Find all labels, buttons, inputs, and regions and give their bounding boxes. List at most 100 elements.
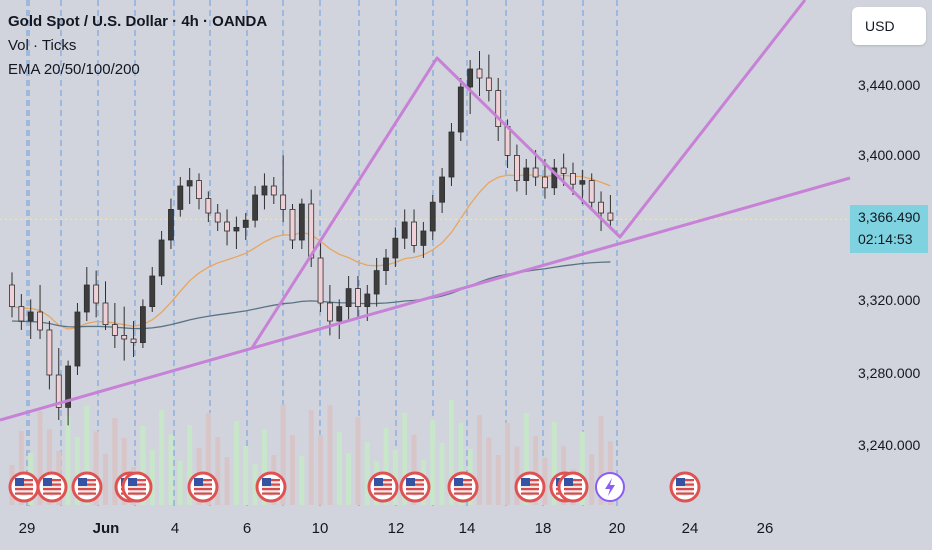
volume-bar <box>458 423 464 505</box>
candle-down <box>598 201 604 214</box>
flag-stripe <box>78 492 96 495</box>
flag-stripe <box>374 488 392 491</box>
us-flag-event-icon <box>447 471 479 503</box>
volume-bar <box>486 437 492 505</box>
candle-up <box>345 288 352 308</box>
candle-up <box>261 185 268 196</box>
support-trendline <box>0 176 851 422</box>
time-label: 29 <box>18 520 36 537</box>
candle-down <box>111 324 118 336</box>
us-flag-event-icon <box>255 471 287 503</box>
candle-up <box>336 306 343 322</box>
flag-stripe <box>43 488 61 491</box>
volume-bar <box>46 429 52 505</box>
time-label: 6 <box>242 520 252 537</box>
candle-down <box>411 221 417 246</box>
time-label: 4 <box>170 520 180 537</box>
price-label: 3,320.000 <box>858 292 921 308</box>
candle-up <box>233 226 240 232</box>
volume-bar <box>495 455 501 505</box>
flag-stripe <box>406 492 424 495</box>
drawn-pattern-line <box>250 0 807 349</box>
time-label: 20 <box>608 520 626 537</box>
candle-up <box>457 86 464 133</box>
volume-indicator-label[interactable]: Vol · Ticks <box>8 37 77 54</box>
candle-up <box>364 293 371 308</box>
chart-legend: Gold Spot / U.S. Dollar · 4h · OANDA Vol… <box>8 10 267 82</box>
candle-down <box>37 311 43 331</box>
flag-canton <box>43 478 52 486</box>
candle-down <box>224 221 230 232</box>
volume-bar <box>392 449 398 505</box>
candle-down <box>46 329 53 376</box>
candle-down <box>9 284 15 308</box>
candle-up <box>242 219 249 228</box>
volume-bar <box>336 431 342 505</box>
flag-stripe <box>194 488 212 491</box>
price-label: 3,240.000 <box>858 437 921 453</box>
us-flag-event-icon <box>399 471 431 503</box>
volume-bar <box>299 456 305 505</box>
candle-down <box>289 208 296 241</box>
flag-stripe <box>194 492 212 495</box>
volume-bar <box>18 431 24 505</box>
flag-stripe <box>43 492 61 495</box>
flag-stripe <box>564 488 582 491</box>
flag-canton <box>15 478 24 486</box>
volume-bar <box>542 457 548 505</box>
candle-up <box>392 237 399 259</box>
volume-bar <box>579 431 585 505</box>
flag-stripe <box>15 488 33 491</box>
candle-up <box>186 180 193 187</box>
symbol-title[interactable]: Gold Spot / U.S. Dollar · 4h · OANDA <box>8 13 268 30</box>
volume-bar <box>140 425 146 505</box>
current-price-value: 3,366.490 <box>858 209 921 225</box>
volume-bar <box>411 434 417 505</box>
candle-down <box>214 212 221 223</box>
candle-down <box>495 90 502 127</box>
flag-canton <box>521 478 530 486</box>
volume-bar <box>533 436 539 505</box>
candle-up <box>383 257 389 272</box>
candle-up <box>149 275 156 308</box>
candle-down <box>18 306 25 322</box>
time-label: 24 <box>681 520 699 537</box>
candle-up <box>523 167 530 182</box>
candle-down <box>485 77 492 91</box>
volume-bar <box>589 454 595 505</box>
candle-down <box>317 257 324 304</box>
time-label: 26 <box>756 520 774 537</box>
currency-button[interactable]: USD <box>852 7 926 45</box>
ema-indicator-label[interactable]: EMA 20/50/100/200 <box>8 61 140 78</box>
us-flag-event-icon <box>514 471 546 503</box>
price-label: 3,400.000 <box>858 147 921 163</box>
candle-down <box>355 288 361 308</box>
candle-down <box>196 180 202 200</box>
candle-down <box>93 284 100 304</box>
price-label: 3,280.000 <box>858 365 921 381</box>
volume-bar <box>523 413 529 505</box>
volume-bar <box>215 437 221 505</box>
volume-bar <box>177 460 183 505</box>
time-label: 18 <box>534 520 552 537</box>
volume-bar <box>74 437 80 505</box>
flag-stripe <box>128 488 146 491</box>
volume-bar <box>112 418 118 505</box>
candle-up <box>448 131 455 178</box>
flag-stripe <box>454 492 472 495</box>
volume-bar <box>430 420 436 505</box>
candle-up <box>139 306 146 344</box>
us-flag-event-icon <box>71 471 103 503</box>
volume-bar <box>551 422 557 505</box>
candle-down <box>121 334 128 340</box>
flag-stripe <box>15 492 33 495</box>
volume-bar <box>37 411 43 505</box>
volume-bar <box>383 428 389 505</box>
candle-up <box>579 180 586 185</box>
flag-canton <box>78 478 87 486</box>
volume-bar <box>439 443 445 505</box>
volume-bar <box>93 431 99 505</box>
candle-up <box>74 311 81 367</box>
